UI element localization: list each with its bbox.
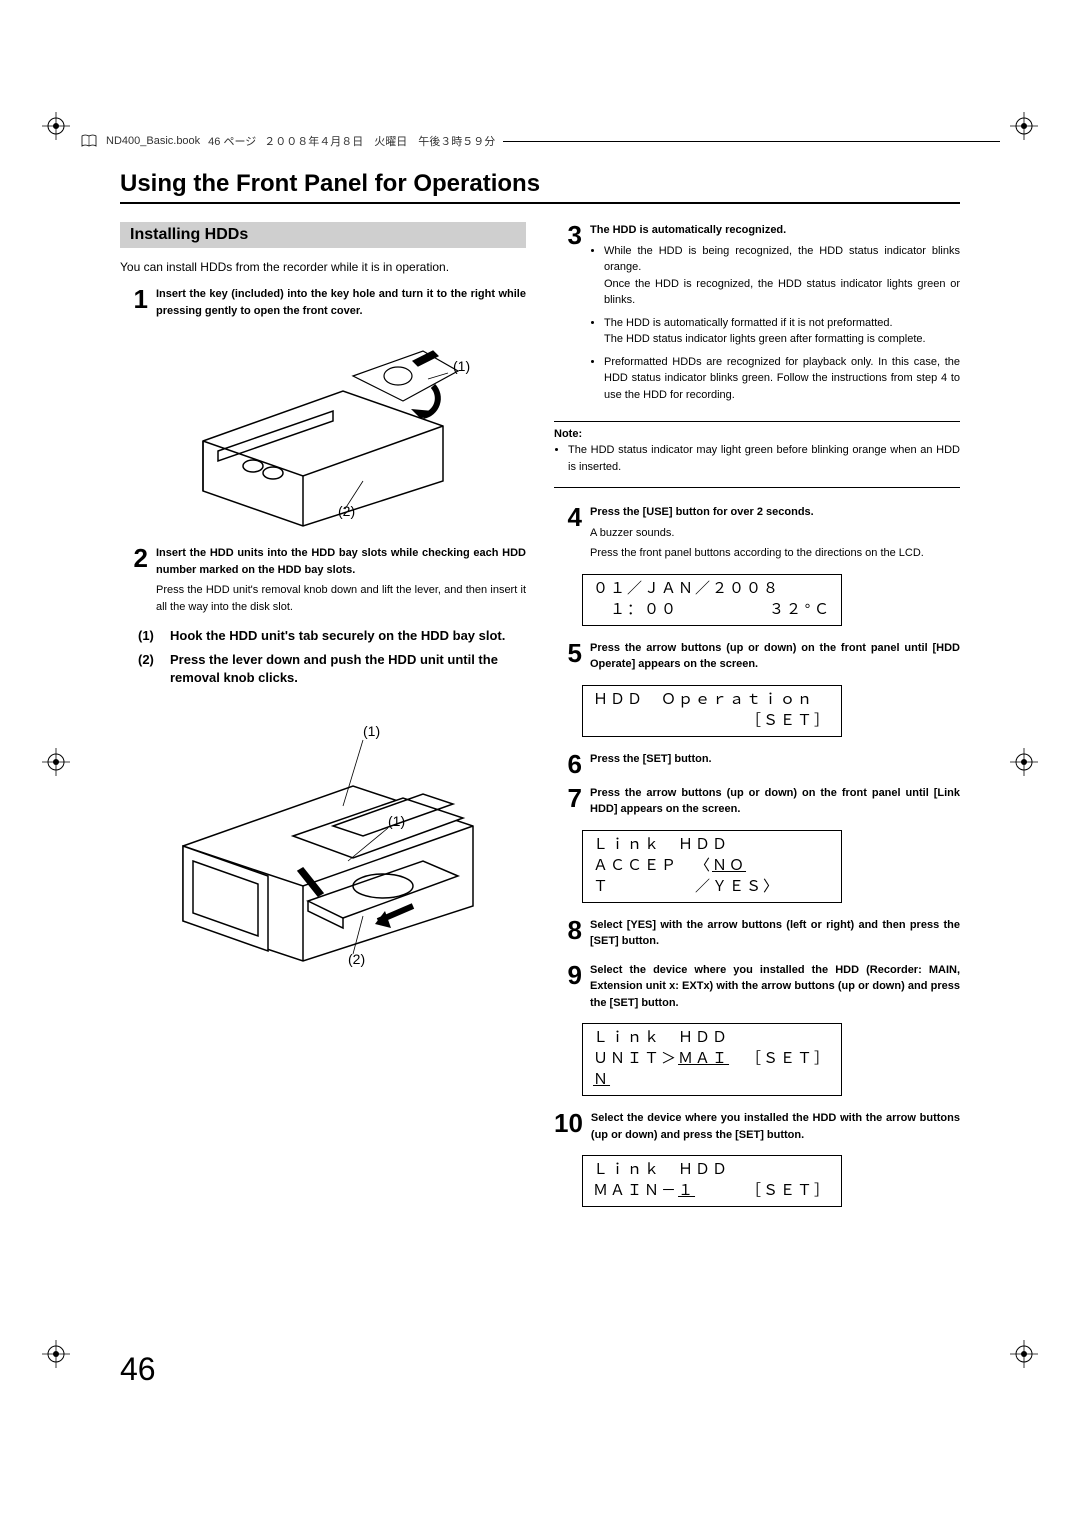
right-column: 3 The HDD is automatically recognized. W… <box>554 222 960 1221</box>
lcd-display-3: Ｌｉｎｋ ＨＤＤ ＡＣＣＥＰＴ 〈ＮＯ／ＹＥＳ〉 <box>582 830 842 903</box>
step-4-a: A buzzer sounds. <box>590 525 960 542</box>
bullet-text: The HDD is automatically formatted if it… <box>604 317 893 329</box>
svg-text:(1): (1) <box>388 813 405 829</box>
step-number: 9 <box>554 962 582 988</box>
ord-text: Press the lever down and push the HDD un… <box>170 651 526 687</box>
svg-text:(2): (2) <box>348 951 365 967</box>
lcd-line: ＡＣＣＥＰＴ <box>593 856 695 898</box>
bullet: Preformatted HDDs are recognized for pla… <box>604 354 960 404</box>
header-filename: ND400_Basic.book <box>106 135 200 147</box>
step-10-text: Select the device where you installed th… <box>591 1110 960 1143</box>
step-7-text: Press the arrow buttons (up or down) on … <box>590 785 960 818</box>
book-icon <box>80 132 98 150</box>
step-6-text: Press the [SET] button. <box>590 751 960 768</box>
lcd-line: ＵＮＩＴ＞ＭＡＩＮ <box>593 1049 746 1091</box>
page-header: ND400_Basic.book 46 ページ ２００８年４月８日 火曜日 午後… <box>80 132 1000 150</box>
ord-text: Hook the HDD unit's tab securely on the … <box>170 627 505 645</box>
note-label: Note: <box>554 428 960 440</box>
ordered-list: (1) Hook the HDD unit's tab securely on t… <box>138 627 526 688</box>
intro-text: You can install HDDs from the recorder w… <box>120 260 526 274</box>
step-number: 3 <box>554 222 582 248</box>
lcd-display-4: Ｌｉｎｋ ＨＤＤ ＵＮＩＴ＞ＭＡＩＮ ［ＳＥＴ］ <box>582 1023 842 1096</box>
step-6: 6 Press the [SET] button. <box>554 751 960 777</box>
lcd-line: ０１／ＪＡＮ／２００８ <box>593 579 831 600</box>
lcd-line: 〈ＮＯ／ＹＥＳ〉 <box>695 856 831 898</box>
lcd-line: １：００ <box>593 600 678 621</box>
bullet: While the HDD is being recognized, the H… <box>604 243 960 309</box>
step-number: 8 <box>554 917 582 943</box>
lcd-line: Ｌｉｎｋ ＨＤＤ <box>593 835 831 856</box>
step-number: 7 <box>554 785 582 811</box>
fig-label: (2) <box>338 503 355 519</box>
step-number: 6 <box>554 751 582 777</box>
step-10: 10 Select the device where you installed… <box>554 1110 960 1147</box>
step-7: 7 Press the arrow buttons (up or down) o… <box>554 785 960 822</box>
lcd-line: Ｌｉｎｋ ＨＤＤ <box>593 1160 831 1181</box>
step-number: 1 <box>120 286 148 312</box>
step-4: 4 Press the [USE] button for over 2 seco… <box>554 504 960 566</box>
section-header: Installing HDDs <box>120 222 526 248</box>
step-9: 9 Select the device where you installed … <box>554 962 960 1016</box>
crop-mark-icon <box>1010 1340 1038 1368</box>
step-8-text: Select [YES] with the arrow buttons (lef… <box>590 917 960 950</box>
fig-label: (1) <box>453 358 470 374</box>
step-4-lead: Press the [USE] button for over 2 second… <box>590 504 960 521</box>
step-number: 10 <box>554 1110 583 1136</box>
page-title: Using the Front Panel for Operations <box>120 170 960 204</box>
step-5-text: Press the arrow buttons (up or down) on … <box>590 640 960 673</box>
step-2-sub: Press the HDD unit's removal knob down a… <box>156 582 526 615</box>
crop-mark-icon <box>1010 112 1038 140</box>
figure-2: (1) (1) (2) <box>120 696 526 976</box>
step-3-lead: The HDD is automatically recognized. <box>590 222 960 239</box>
lcd-line: ［ＳＥＴ］ <box>746 1181 831 1202</box>
step-8: 8 Select [YES] with the arrow buttons (l… <box>554 917 960 954</box>
step-2-lead: Insert the HDD units into the HDD bay sl… <box>156 545 526 578</box>
svg-text:(1): (1) <box>363 723 380 739</box>
lcd-line: Ｌｉｎｋ ＨＤＤ <box>593 1028 831 1049</box>
step-number: 5 <box>554 640 582 666</box>
crop-mark-icon <box>1010 748 1038 776</box>
bullet-sub: The HDD status indicator lights green af… <box>604 331 960 348</box>
lcd-display-1: ０１／ＪＡＮ／２００８ １：００ ３２°Ｃ <box>582 574 842 626</box>
step-4-b: Press the front panel buttons according … <box>590 545 960 562</box>
bullet-text: While the HDD is being recognized, the H… <box>604 245 960 274</box>
bullet-sub: Once the HDD is recognized, the HDD stat… <box>604 276 960 309</box>
crop-mark-icon <box>42 112 70 140</box>
step-9-text: Select the device where you installed th… <box>590 962 960 1012</box>
step-1-text: Insert the key (included) into the key h… <box>156 286 526 319</box>
step-2: 2 Insert the HDD units into the HDD bay … <box>120 545 526 619</box>
lcd-display-5: Ｌｉｎｋ ＨＤＤ ＭＡＩＮ－１ ［ＳＥＴ］ <box>582 1155 842 1207</box>
left-column: Installing HDDs You can install HDDs fro… <box>120 222 526 1221</box>
step-number: 2 <box>120 545 148 571</box>
note-block: Note: The HDD status indicator may light… <box>554 421 960 488</box>
lcd-line: ＭＡＩＮ－１ <box>593 1181 695 1202</box>
note-text: The HDD status indicator may light green… <box>568 442 960 475</box>
lcd-line: ［ＳＥＴ］ <box>746 1049 831 1091</box>
lcd-line: ３２°Ｃ <box>769 600 831 621</box>
ord-num: (2) <box>138 651 160 687</box>
lcd-line: ＨＤＤ Ｏｐｅｒａｔｉｏｎ <box>593 690 831 711</box>
step-number: 4 <box>554 504 582 530</box>
header-page: 46 ページ <box>208 133 256 149</box>
crop-mark-icon <box>42 1340 70 1368</box>
header-date: ２００８年４月８日 火曜日 午後３時５９分 <box>264 133 495 149</box>
ord-num: (1) <box>138 627 160 645</box>
step-1: 1 Insert the key (included) into the key… <box>120 286 526 323</box>
bullet: The HDD is automatically formatted if it… <box>604 315 960 348</box>
lcd-display-2: ＨＤＤ Ｏｐｅｒａｔｉｏｎ ［ＳＥＴ］ <box>582 685 842 737</box>
page-number: 46 <box>120 1351 156 1388</box>
step-5: 5 Press the arrow buttons (up or down) o… <box>554 640 960 677</box>
step-3: 3 The HDD is automatically recognized. W… <box>554 222 960 409</box>
lcd-line: ［ＳＥＴ］ <box>746 711 831 732</box>
figure-1: (1) (2) <box>120 331 526 531</box>
crop-mark-icon <box>42 748 70 776</box>
